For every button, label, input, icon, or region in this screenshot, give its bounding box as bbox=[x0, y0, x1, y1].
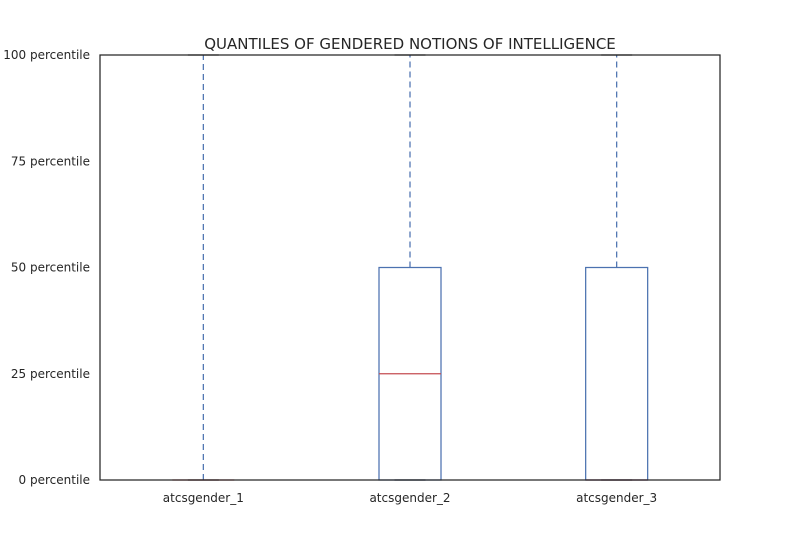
y-tick-label: 75 percentile bbox=[11, 154, 90, 168]
y-tick-label: 25 percentile bbox=[11, 367, 90, 381]
y-tick-label: 100 percentile bbox=[3, 48, 90, 62]
y-tick-label: 0 percentile bbox=[19, 473, 90, 487]
y-tick-label: 50 percentile bbox=[11, 261, 90, 275]
box-atcsgender_2 bbox=[378, 54, 442, 481]
box-atcsgender_3 bbox=[585, 54, 649, 481]
chart-title: QUANTILES OF GENDERED NOTIONS OF INTELLI… bbox=[204, 35, 616, 53]
plot-area bbox=[172, 54, 649, 481]
x-tick-label: atcsgender_2 bbox=[369, 491, 450, 505]
box-atcsgender_1 bbox=[172, 54, 235, 481]
axis-ticks: 0 percentile 25 percentile 50 percentile 75… bbox=[3, 48, 657, 505]
plot-frame bbox=[99, 54, 721, 481]
x-tick-label: atcsgender_3 bbox=[576, 491, 657, 505]
iqr-box bbox=[585, 266, 649, 481]
x-tick-label: atcsgender_1 bbox=[163, 491, 244, 505]
